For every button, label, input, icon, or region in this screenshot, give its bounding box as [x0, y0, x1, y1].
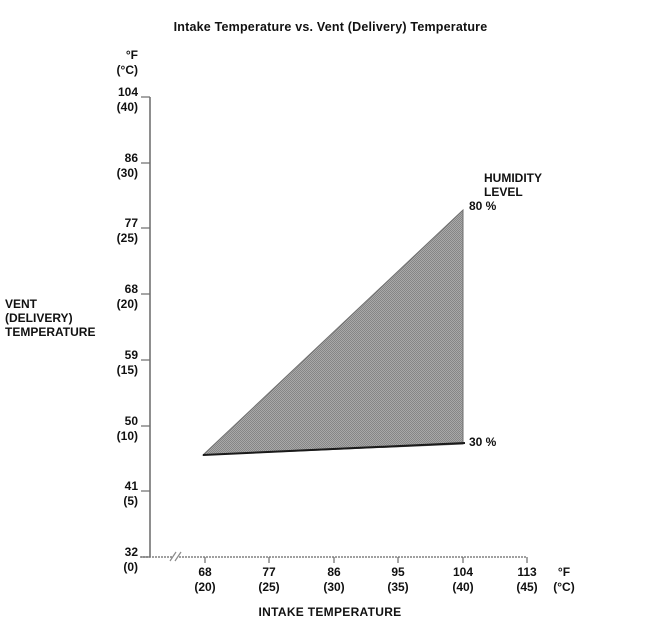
y-axis-title-line: TEMPERATURE: [5, 325, 96, 339]
y-axis-title: VENT (DELIVERY) TEMPERATURE: [5, 297, 95, 339]
x-axis-unit: °F (°C): [536, 565, 592, 595]
y-unit-c: (°C): [116, 63, 138, 77]
x-unit-f: °F: [557, 565, 571, 579]
y-tick-c: (10): [116, 429, 138, 443]
x-tick-c: (40): [452, 580, 474, 594]
y-tick-f: 77: [124, 216, 138, 230]
axis-break-icon: [169, 551, 182, 562]
y-tick-f: 59: [124, 348, 138, 362]
humidity-30-line: [202, 442, 466, 456]
y-tick-f: 104: [117, 85, 138, 99]
y-tick-label-32: 32 (0): [78, 545, 138, 575]
x-tick-f: 68: [198, 565, 212, 579]
y-tick-label-41: 41 (5): [78, 479, 138, 509]
y-tick-f: 86: [124, 151, 138, 165]
x-tick-f: 77: [262, 565, 276, 579]
y-axis-title-line: (DELIVERY): [5, 311, 73, 325]
y-tick-c: (15): [116, 363, 138, 377]
y-tick-c: (0): [123, 560, 138, 574]
x-tick-label-104: 104 (40): [435, 565, 491, 595]
x-tick-label-77: 77 (25): [241, 565, 297, 595]
x-tick-c: (35): [387, 580, 409, 594]
y-tick-label-104: 104 (40): [78, 85, 138, 115]
y-unit-f: °F: [125, 48, 138, 62]
y-tick-label-68: 68 (20): [78, 282, 138, 312]
x-axis-title: INTAKE TEMPERATURE: [258, 605, 402, 619]
humidity-30-label: 30 %: [469, 435, 497, 449]
y-tick-c: (20): [116, 297, 138, 311]
x-tick-label-86: 86 (30): [306, 565, 362, 595]
x-tick-f: 95: [391, 565, 405, 579]
y-tick-f: 41: [124, 479, 138, 493]
x-tick-c: (25): [258, 580, 280, 594]
y-tick-f: 32: [124, 545, 138, 559]
legend-title-line: HUMIDITY: [484, 171, 542, 185]
y-tick-f: 50: [124, 414, 138, 428]
x-unit-c: (°C): [553, 580, 575, 594]
y-axis-title-line: VENT: [5, 297, 38, 311]
y-tick-c: (5): [123, 494, 138, 508]
x-tick-label-68: 68 (20): [177, 565, 233, 595]
x-tick-f: 113: [517, 565, 537, 579]
y-axis-ticks: [141, 96, 150, 558]
x-tick-c: (30): [323, 580, 345, 594]
x-tick-label-95: 95 (35): [370, 565, 426, 595]
y-tick-label-59: 59 (15): [78, 348, 138, 378]
chart-title: Intake Temperature vs. Vent (Delivery) T…: [173, 20, 488, 34]
legend-title: HUMIDITY LEVEL: [484, 171, 542, 199]
y-tick-c: (25): [116, 231, 138, 245]
x-tick-f: 104: [452, 565, 474, 579]
y-tick-c: (40): [116, 100, 138, 114]
legend-title-line: LEVEL: [484, 185, 523, 199]
x-axis-ticks: [204, 557, 528, 563]
x-tick-c: (45): [516, 580, 538, 594]
y-tick-f: 68: [124, 282, 138, 296]
y-axis-unit: °F (°C): [78, 48, 138, 78]
y-tick-label-77: 77 (25): [78, 216, 138, 246]
x-tick-label-113: 113 (45): [499, 565, 555, 595]
x-tick-c: (20): [194, 580, 216, 594]
x-tick-f: 86: [327, 565, 341, 579]
humidity-80-label: 80 %: [469, 199, 497, 213]
y-tick-label-86: 86 (30): [78, 151, 138, 181]
y-tick-label-50: 50 (10): [78, 414, 138, 444]
humidity-region: [201, 208, 464, 456]
y-tick-c: (30): [116, 166, 138, 180]
